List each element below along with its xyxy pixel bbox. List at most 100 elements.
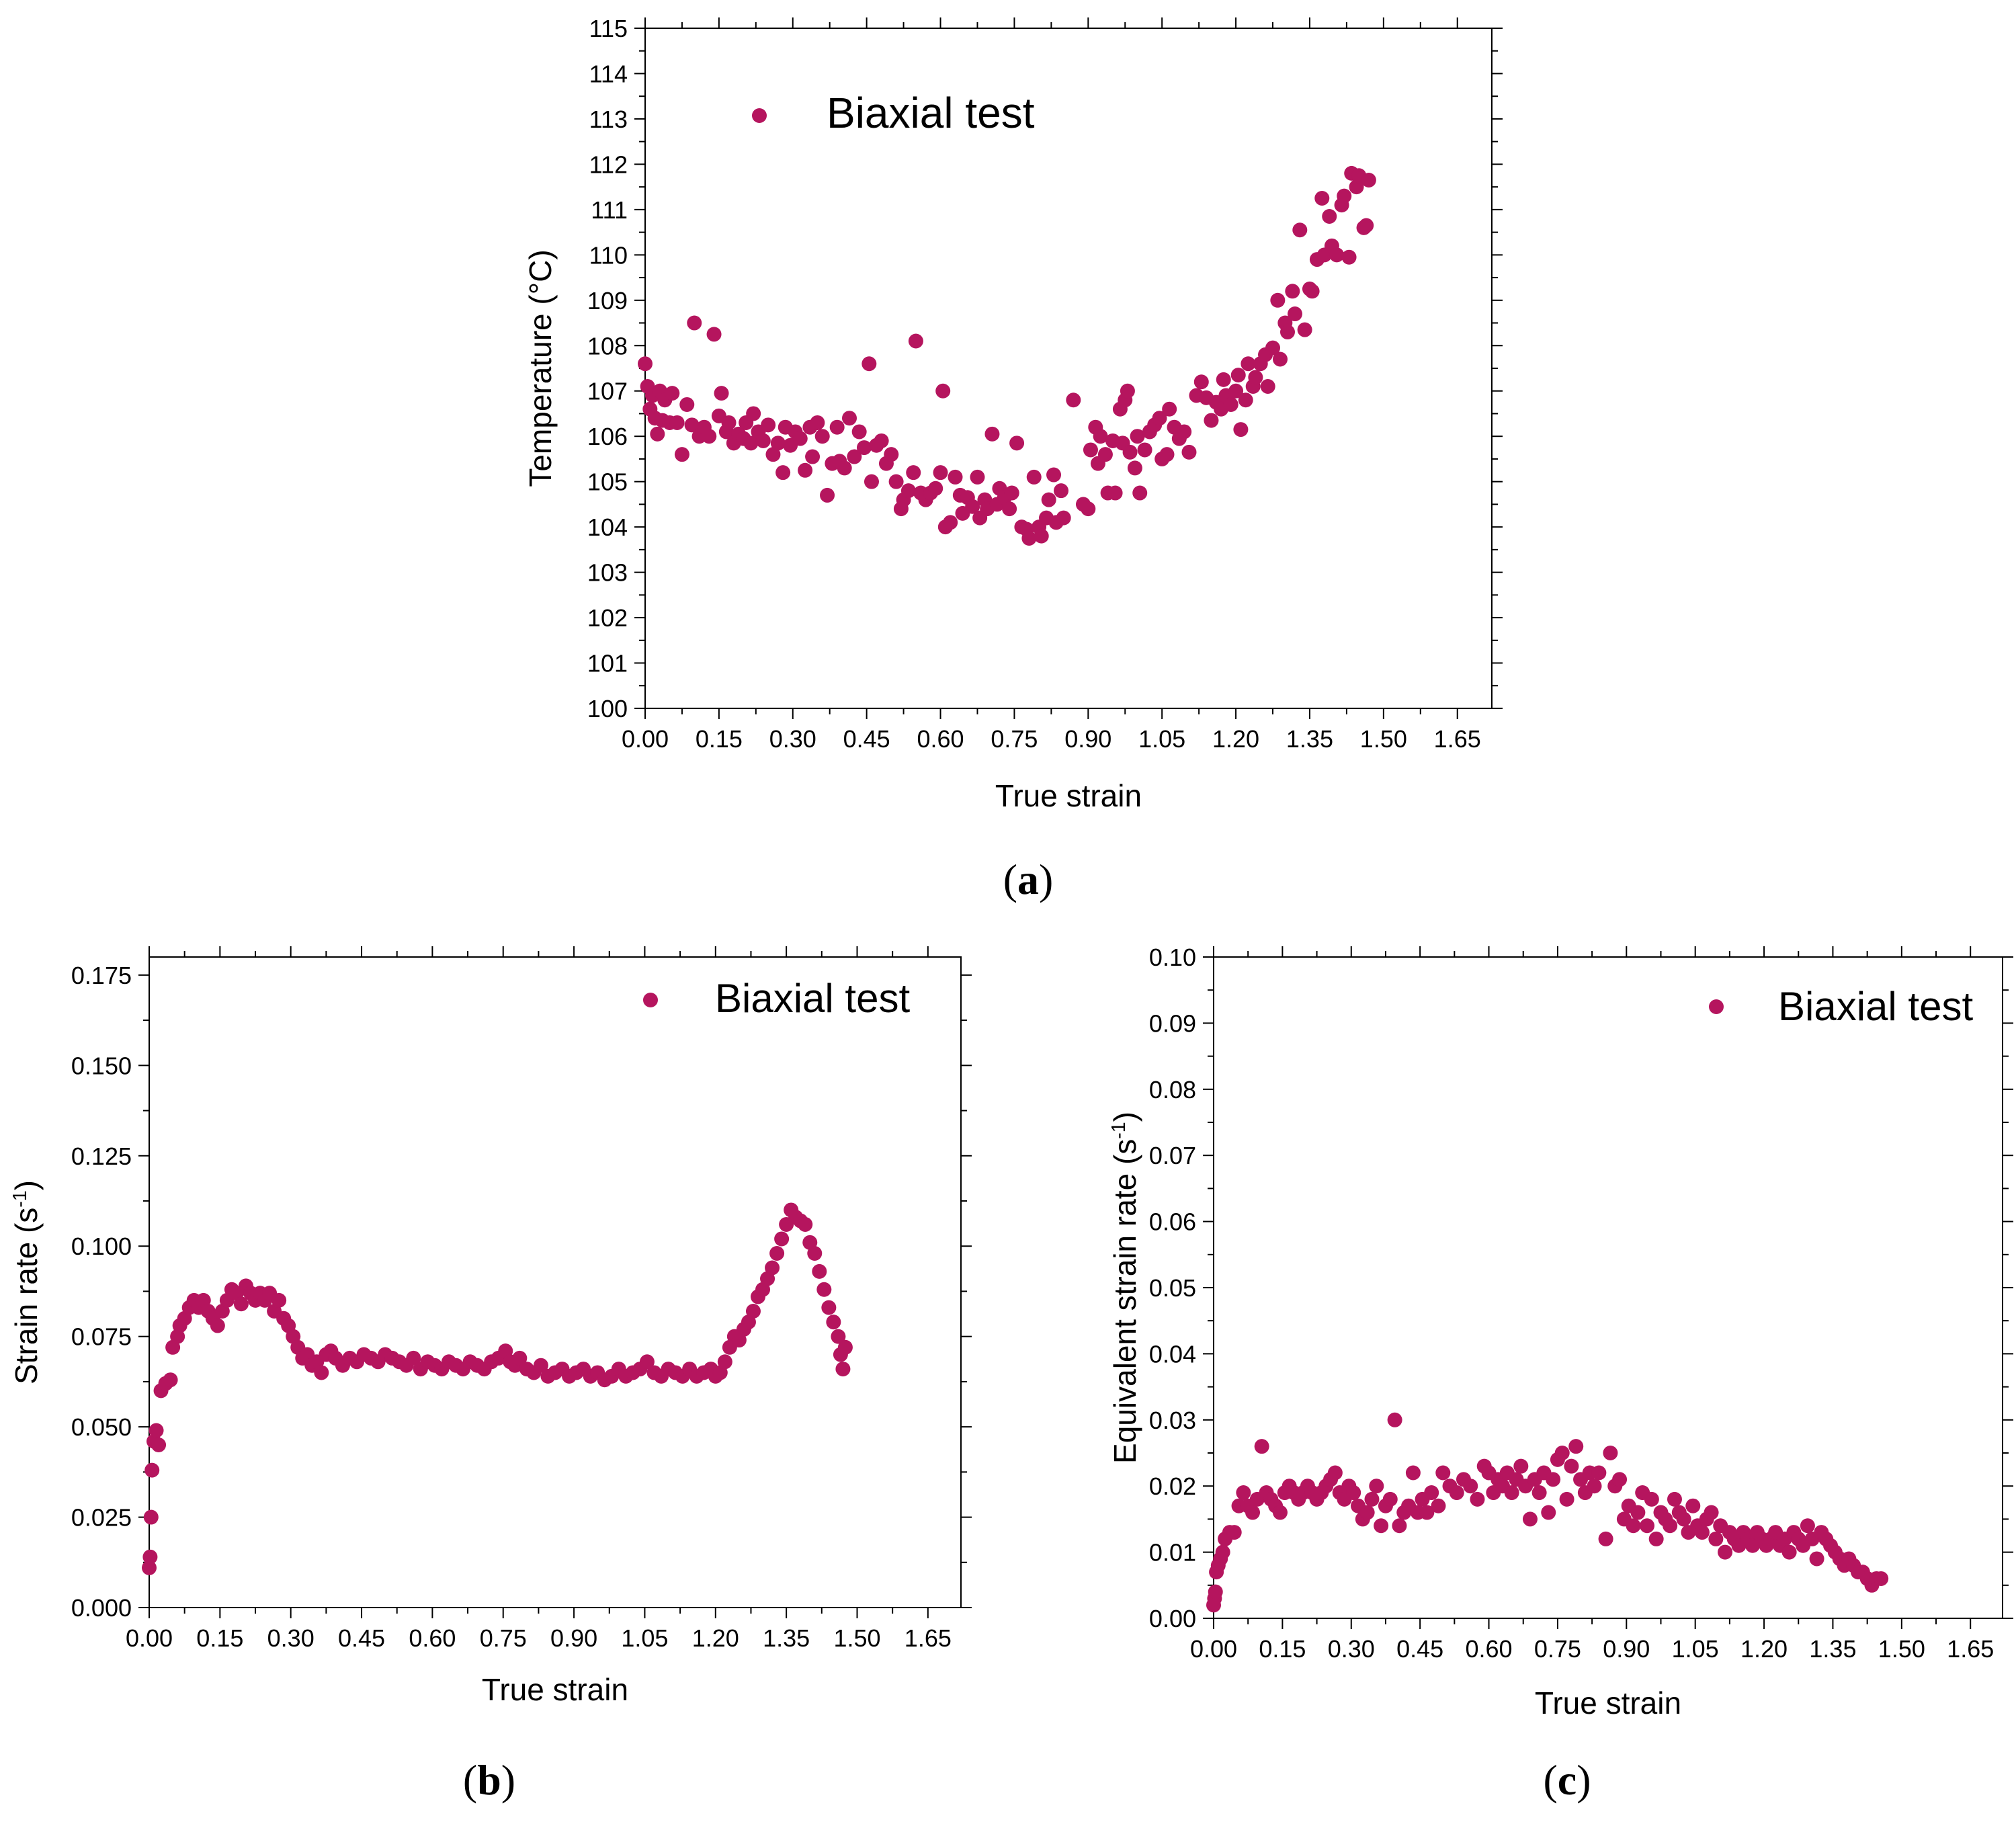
x-tick-label: 0.90 <box>1064 725 1111 753</box>
data-point <box>900 483 916 499</box>
y-tick-label: 106 <box>587 423 628 450</box>
x-tick-label: 0.45 <box>1396 1635 1443 1663</box>
data-point <box>847 449 862 464</box>
data-point <box>829 419 845 435</box>
data-point <box>1431 1498 1446 1513</box>
data-point <box>1374 1518 1389 1534</box>
data-point <box>1554 1446 1570 1460</box>
data-point <box>743 435 759 451</box>
x-axis-title: True strain <box>995 778 1142 813</box>
data-point <box>1241 356 1256 372</box>
data-point <box>1568 1439 1584 1454</box>
y-axis-title: Strain rate (s-1) <box>9 1180 44 1384</box>
data-point <box>874 433 889 448</box>
data-point <box>1279 325 1295 340</box>
legend-label: Biaxial test <box>827 89 1035 137</box>
x-tick-label: 0.75 <box>1534 1635 1581 1663</box>
data-point <box>1137 442 1152 458</box>
y-tick-label: 115 <box>589 15 628 42</box>
x-tick-label: 1.65 <box>905 1624 952 1652</box>
x-tick-label: 1.05 <box>1138 725 1185 753</box>
y-tick-label: 100 <box>587 695 628 722</box>
data-point <box>1260 378 1275 394</box>
data-point <box>1329 247 1345 263</box>
x-tick-label: 1.65 <box>1434 725 1481 753</box>
data-point <box>1107 485 1123 501</box>
data-point <box>1081 501 1096 517</box>
data-point <box>1504 1485 1519 1501</box>
data-point <box>1216 372 1231 387</box>
data-point <box>816 1282 832 1297</box>
data-point <box>406 1350 421 1366</box>
data-point <box>1419 1505 1435 1520</box>
data-point <box>314 1365 329 1380</box>
data-point <box>820 487 835 503</box>
data-point <box>746 406 761 421</box>
data-point <box>842 411 857 426</box>
x-tick-label: 1.20 <box>1212 725 1259 753</box>
y-tick-label: 108 <box>587 332 628 360</box>
data-point <box>1392 1518 1407 1534</box>
chart-c-equivalent-strain-rate: 0.00 0.15 0.30 0.45 0.60 0.75 0.90 1.05 1.20 1.35… <box>1107 944 2013 1804</box>
y-axis-title: Temperature (°C) <box>523 249 558 487</box>
data-point <box>965 499 980 514</box>
data-point <box>1066 392 1081 408</box>
x-tick-label: 0.15 <box>696 725 743 753</box>
data-point <box>1204 413 1219 428</box>
data-point <box>1127 460 1142 476</box>
chart-b-strain-rate: 0.00 0.15 0.30 0.45 0.60 0.75 0.90 1.05 1.20 1.35… <box>9 946 972 1804</box>
data-point <box>639 1354 655 1370</box>
data-point <box>745 1304 761 1319</box>
data-point <box>687 315 702 331</box>
y-tick-label: 0.125 <box>71 1142 132 1170</box>
y-tick-label: 114 <box>589 60 628 87</box>
x-tick-label: 1.35 <box>1286 725 1333 753</box>
data-point <box>144 1462 160 1478</box>
data-point <box>1612 1472 1628 1487</box>
data-point <box>1591 1465 1607 1481</box>
data-point <box>837 460 852 476</box>
data-point <box>1034 528 1049 544</box>
data-point <box>935 383 951 399</box>
data-point <box>1177 424 1192 440</box>
data-point <box>1522 1511 1538 1527</box>
data-point <box>1002 501 1017 517</box>
data-point <box>1248 370 1263 385</box>
y-tick-label: 0.07 <box>1149 1142 1196 1169</box>
data-point <box>674 447 689 462</box>
data-point <box>1322 208 1337 224</box>
data-point <box>884 447 899 462</box>
x-tick-label: 0.90 <box>1603 1635 1650 1663</box>
data-point <box>1598 1531 1613 1546</box>
y-tick-label: 0.04 <box>1149 1340 1196 1368</box>
data-point <box>512 1350 528 1366</box>
x-tick-label: 0.90 <box>550 1624 597 1652</box>
data-point <box>1346 1485 1361 1501</box>
data-point <box>798 1216 813 1232</box>
data-point <box>1718 1544 1733 1560</box>
data-point <box>908 333 923 349</box>
data-point <box>1122 444 1138 460</box>
data-point <box>1273 351 1288 367</box>
data-point <box>1667 1491 1682 1507</box>
data-point <box>1046 467 1062 483</box>
y-tick-label: 0.150 <box>71 1052 132 1079</box>
data-point <box>792 431 808 446</box>
data-point <box>271 1292 287 1308</box>
y-tick-label: 112 <box>589 151 628 178</box>
data-point <box>1287 306 1302 322</box>
data-point <box>1056 510 1071 526</box>
data-point <box>1559 1491 1574 1507</box>
x-tick-label: 0.60 <box>409 1624 456 1652</box>
plot-frame <box>149 956 962 1608</box>
data-point <box>1800 1518 1815 1534</box>
data-point <box>665 386 680 401</box>
x-tick-label: 1.50 <box>1878 1635 1925 1663</box>
x-tick-label: 0.30 <box>769 725 816 753</box>
data-point <box>765 447 781 462</box>
y-tick-label: 107 <box>587 378 628 405</box>
data-point <box>769 1245 785 1261</box>
data-point <box>1663 1518 1678 1534</box>
